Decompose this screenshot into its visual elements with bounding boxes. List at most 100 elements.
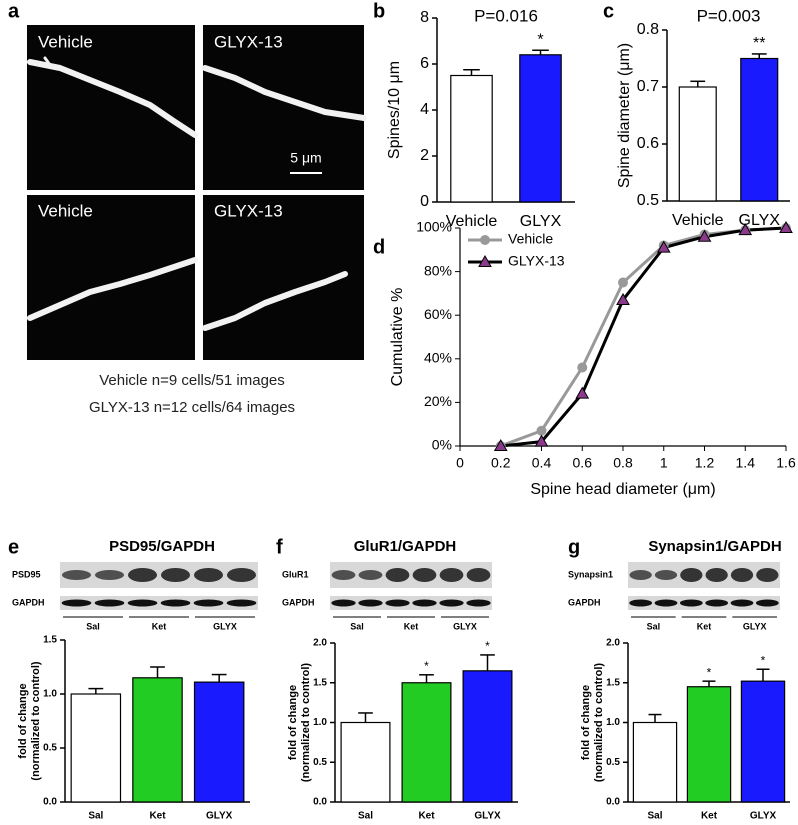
blot-band — [61, 599, 92, 607]
blot-band — [439, 599, 464, 607]
blot-band — [385, 568, 410, 582]
x-tick-label: 0.8 — [613, 455, 633, 471]
x-tick-label: Ket — [418, 811, 435, 822]
blot-band — [61, 570, 92, 580]
y-tick-label: 1.5 — [313, 677, 327, 688]
marker — [618, 277, 628, 288]
blot-band — [127, 568, 158, 582]
legend-label: Vehicle — [508, 231, 553, 247]
image-label: GLYX-13 — [214, 201, 283, 220]
marker — [779, 220, 793, 233]
bar — [519, 54, 562, 203]
blot-band — [412, 568, 437, 582]
blot — [330, 562, 492, 588]
image-label: GLYX-13 — [214, 32, 283, 51]
dendrites — [27, 56, 367, 331]
blot — [628, 562, 780, 588]
panel-letter: e — [8, 536, 19, 558]
blot-band — [331, 570, 356, 580]
y-axis-title: fold of change — [17, 683, 29, 758]
y-tick-label: 1.5 — [43, 635, 57, 646]
blot-band — [160, 568, 191, 582]
blot-band — [629, 599, 653, 607]
micrograph — [203, 25, 364, 190]
panel-letter: d — [373, 236, 385, 258]
blot-band — [160, 599, 191, 607]
y-axis-title: (normalized to control) — [30, 661, 42, 781]
bar — [462, 670, 513, 803]
y-tick-label: 100% — [416, 219, 452, 235]
bar — [193, 681, 245, 803]
significance: * — [424, 659, 429, 673]
blot-band — [705, 568, 728, 582]
panel-letter: b — [373, 0, 385, 22]
y-tick-label: 0.0 — [313, 797, 327, 808]
chart-title: GluR1/GAPDH — [354, 538, 457, 555]
significance: ** — [753, 35, 765, 52]
bar — [740, 680, 786, 803]
blot-band — [629, 570, 652, 580]
blot-band — [193, 599, 224, 607]
x-tick-label: GLYX — [739, 212, 781, 229]
panel-letter: g — [568, 536, 580, 558]
y-axis-title: Spines/10 μm — [386, 61, 403, 159]
legend-marker — [480, 235, 490, 245]
panel-letter: f — [276, 536, 283, 558]
blot-band — [654, 570, 678, 580]
y-tick-label: 20% — [424, 393, 452, 409]
bar — [132, 677, 183, 803]
y-tick-label: 0.5 — [606, 757, 620, 768]
y-tick-label: 0.0 — [43, 797, 57, 808]
x-tick-label: 0.4 — [532, 455, 552, 471]
marker — [575, 386, 590, 399]
blot-band — [439, 568, 464, 582]
x-tick-label: Vehicle — [672, 212, 724, 229]
blot-band — [358, 570, 383, 580]
y-axis-title: (normalized to control) — [593, 663, 605, 783]
bar — [686, 686, 732, 803]
blot-band — [385, 599, 410, 607]
blot-band — [331, 599, 356, 607]
y-tick-label: 2.0 — [606, 638, 620, 649]
lane-label: Sal — [350, 621, 364, 631]
bar — [678, 86, 717, 202]
annotation: P=0.016 — [474, 6, 538, 25]
x-tick-label: GLYX — [520, 213, 562, 230]
blot-row-label: GAPDH — [282, 597, 315, 607]
legend-marker — [478, 254, 492, 267]
marker — [493, 438, 508, 451]
lane-label: Ket — [697, 621, 712, 631]
x-tick-label: 1 — [660, 455, 668, 471]
panel-letter: a — [8, 0, 20, 22]
significance: * — [485, 639, 490, 653]
legend-label: GLYX-13 — [508, 253, 565, 269]
bar — [70, 693, 122, 803]
y-axis-title: fold of change — [287, 685, 299, 760]
y-tick-label: 1.5 — [606, 677, 620, 688]
blot-band — [127, 599, 158, 607]
blot-band — [756, 568, 779, 582]
y-tick-label: 4 — [420, 101, 429, 118]
y-tick-label: 0.5 — [43, 743, 57, 754]
y-tick-label: 0% — [432, 437, 452, 453]
y-axis-title: (normalized to control) — [300, 663, 312, 783]
lane-label: Sal — [647, 621, 661, 631]
micrograph — [27, 195, 195, 360]
blot-band — [94, 570, 125, 580]
blot-band — [94, 599, 125, 607]
scale-bar-label: 5 μm — [290, 150, 321, 166]
lane-label: GLYX — [213, 621, 237, 631]
micrograph-grid: Vehicle GLYX-13 Vehicle GLYX-13 5 μm — [27, 25, 367, 360]
significance: * — [761, 653, 766, 667]
marker — [577, 362, 588, 373]
y-tick-label: 6 — [420, 55, 429, 72]
blot-band — [412, 599, 437, 607]
y-axis-title: Cumulative % — [389, 288, 406, 387]
y-tick-label: 1.0 — [313, 717, 327, 728]
series-line — [500, 226, 787, 448]
y-tick-label: 60% — [424, 306, 452, 322]
blot-band — [654, 599, 678, 607]
marker — [656, 240, 671, 253]
blot-band — [193, 568, 224, 582]
